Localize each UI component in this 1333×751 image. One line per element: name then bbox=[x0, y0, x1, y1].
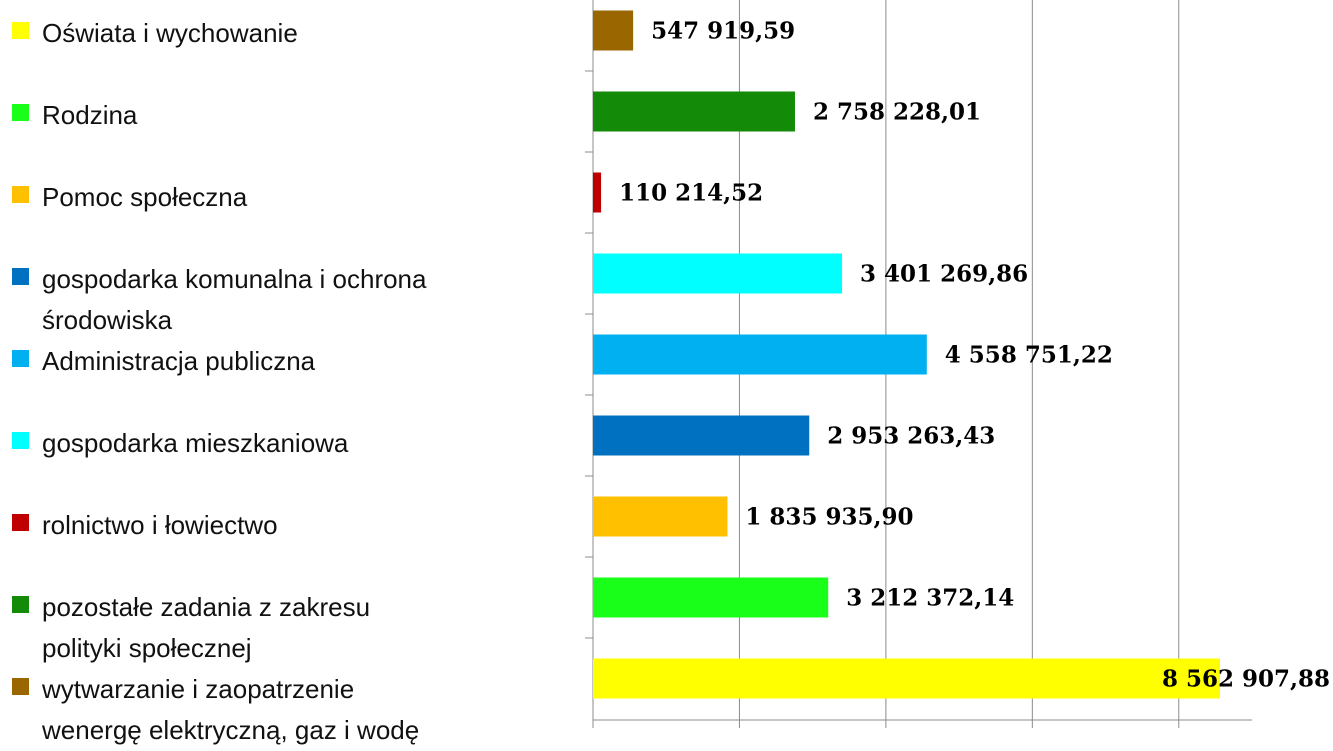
legend-label: rolnictwo i łowiectwo bbox=[42, 510, 278, 540]
bar bbox=[593, 253, 843, 294]
legend-label: Administracja publiczna bbox=[42, 346, 316, 376]
bar bbox=[593, 91, 795, 132]
value-label: 4 558 751,22 bbox=[945, 342, 1113, 369]
legend-label: Oświata i wychowanie bbox=[42, 18, 298, 48]
legend-label: gospodarka komunalna i ochrona środowisk… bbox=[42, 264, 427, 335]
legend-label: Rodzina bbox=[42, 100, 138, 130]
legend-label: pozostałe zadania z zakresu polityki spo… bbox=[42, 592, 371, 663]
bar bbox=[593, 334, 927, 375]
legend-swatch bbox=[12, 268, 29, 285]
legend-swatch bbox=[12, 514, 29, 531]
value-label: 1 835 935,90 bbox=[745, 504, 913, 531]
bar bbox=[593, 577, 829, 618]
value-label: 8 562 907,88 bbox=[1162, 666, 1330, 693]
legend-swatch bbox=[12, 678, 29, 695]
bar bbox=[593, 415, 810, 456]
legend-swatch bbox=[12, 104, 29, 121]
value-label: 3 401 269,86 bbox=[860, 261, 1028, 288]
value-label: 3 212 372,14 bbox=[846, 585, 1014, 612]
value-label: 110 214,52 bbox=[619, 180, 763, 207]
bar bbox=[593, 10, 634, 51]
legend-swatch bbox=[12, 350, 29, 367]
legend-swatch bbox=[12, 432, 29, 449]
legend-label: wytwarzanie i zaopatrzenie wenergę elekt… bbox=[42, 674, 420, 745]
value-label: 547 919,59 bbox=[651, 18, 795, 45]
bar bbox=[593, 658, 1220, 699]
legend-label: Pomoc społeczna bbox=[42, 182, 248, 212]
bar bbox=[593, 172, 602, 213]
value-label: 2 758 228,01 bbox=[813, 99, 981, 126]
value-label: 2 953 263,43 bbox=[827, 423, 995, 450]
legend: Oświata i wychowanie Rodzina Pomoc społecz… bbox=[0, 0, 560, 751]
legend-swatch bbox=[12, 186, 29, 203]
legend-swatch bbox=[12, 22, 29, 39]
bar bbox=[593, 496, 728, 537]
legend-swatch bbox=[12, 596, 29, 613]
legend-label: gospodarka mieszkaniowa bbox=[42, 428, 349, 458]
